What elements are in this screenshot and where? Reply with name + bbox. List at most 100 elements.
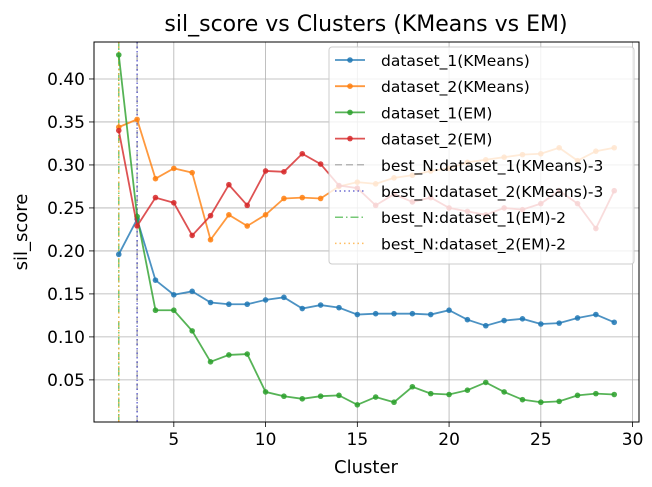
data-point [189,328,195,334]
data-point [171,291,177,298]
legend-swatch-marker [347,57,353,63]
x-tick-label: 10 [255,430,277,450]
data-point [189,169,195,176]
data-point [409,310,416,317]
data-point [262,389,269,395]
data-point [556,398,562,405]
legend-box [328,46,635,265]
data-point [372,310,379,317]
legend-label: best_N:dataset_2(EM)-2 [381,235,566,254]
data-point [519,396,526,403]
data-point [446,391,452,398]
data-point [189,288,195,295]
data-point [354,402,361,408]
data-point [134,116,140,123]
data-point [427,311,434,318]
data-point [189,232,195,239]
x-tick-label: 25 [530,430,552,450]
x-axis: 5 10 15 20 25 30 [168,422,643,450]
legend-swatch-marker [347,109,353,116]
data-point [354,311,361,318]
data-point [574,315,581,321]
data-point [446,307,452,314]
data-point [281,169,287,175]
data-point [152,194,159,201]
data-point [501,317,507,324]
data-point [226,352,232,358]
y-tick-label: 0.40 [47,70,85,90]
legend-swatch-marker [347,83,353,89]
y-axis-label: sil_score [11,194,32,271]
legend-label: best_N:dataset_1(EM)-2 [381,209,566,228]
data-point [207,299,214,306]
data-point [226,301,232,308]
data-point [281,195,287,202]
x-tick-label: 5 [168,430,179,450]
data-point [171,199,177,206]
data-point [152,175,159,182]
legend: dataset_1(KMeans) dataset_2(KMeans)datase… [328,46,635,265]
legend-swatch-marker [347,135,353,142]
x-tick-label: 20 [438,430,460,450]
legend-label: dataset_1(EM) [381,104,492,123]
data-point [244,223,251,229]
y-tick-label: 0.30 [47,156,85,176]
y-tick-label: 0.35 [47,113,85,133]
data-point [115,127,122,134]
data-point [171,165,177,172]
data-point [317,161,324,167]
data-point [152,307,159,314]
data-point [207,236,214,243]
data-point [538,321,544,327]
data-point [427,390,434,397]
data-point [574,392,581,399]
legend-label: dataset_1(KMeans) [381,52,530,71]
data-point [262,168,269,174]
data-point [281,393,287,400]
data-point [115,251,122,258]
data-point [556,320,562,326]
data-point [226,212,232,218]
data-point [391,399,397,406]
data-point [299,194,306,201]
y-tick-label: 0.10 [47,328,85,348]
plot-area-frame [93,41,640,423]
data-point [299,395,306,402]
x-tick-label: 15 [347,430,369,450]
data-point [207,212,214,219]
data-point [244,202,251,209]
data-point [299,305,306,312]
legend-label: best_N:dataset_1(KMeans)-3 [381,157,603,176]
x-axis-label: Cluster [334,457,398,478]
data-point [611,319,618,326]
data-point [207,359,214,365]
legend-label: best_N:dataset_2(KMeans)-3 [381,183,603,202]
data-point [171,307,177,314]
series-line [117,54,615,406]
data-point [372,394,379,400]
y-axis: 0.05 0.10 0.15 0.20 0.25 0.30 0.35 0.40 [47,70,94,391]
data-point [391,310,397,317]
data-point [115,52,122,58]
legend-label: dataset_2(EM) [381,131,492,150]
y-tick-label: 0.05 [47,371,85,391]
data-point [482,322,489,329]
y-tick-label: 0.25 [47,199,85,219]
data-point [244,351,251,357]
data-point [593,390,599,397]
data-point [336,304,342,311]
y-tick-label: 0.15 [47,285,85,305]
data-point [262,212,269,218]
x-tick-label: 30 [622,430,644,450]
data-point [336,392,342,399]
data-point [593,311,599,318]
y-tick-label: 0.20 [47,242,85,262]
data-point [611,391,618,398]
data-point [244,301,251,308]
data-point [501,389,507,395]
legend-label: dataset_2(KMeans) [381,78,530,97]
data-point [538,399,544,406]
data-point [317,393,324,400]
data-point [317,302,324,308]
